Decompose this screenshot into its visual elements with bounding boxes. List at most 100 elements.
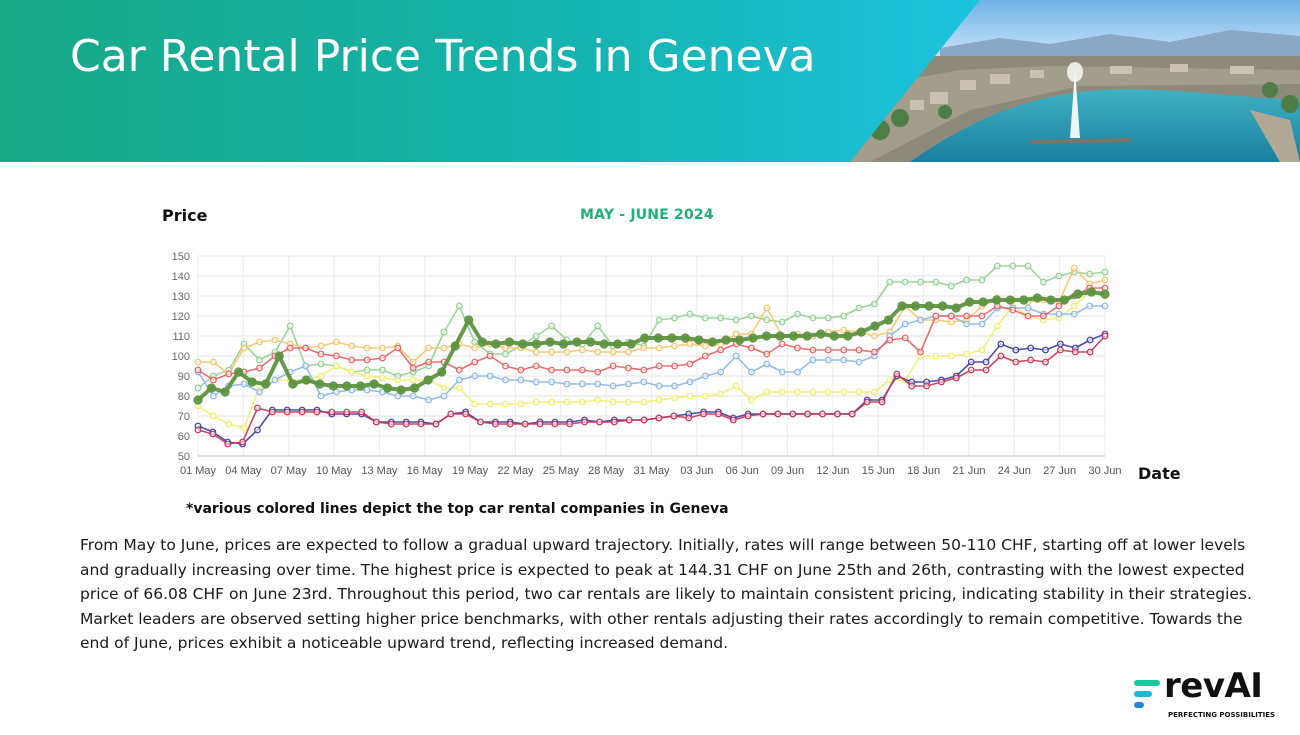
series-point — [978, 320, 986, 328]
series-point — [594, 368, 602, 376]
series-point — [210, 376, 217, 384]
series-point — [1073, 289, 1083, 299]
series-point — [609, 398, 617, 406]
series-point — [382, 383, 393, 393]
series-point — [748, 368, 755, 376]
chart-note: *various colored lines depict the top ca… — [186, 501, 729, 517]
series-point — [536, 420, 544, 428]
series-point — [744, 412, 752, 420]
series-point — [240, 424, 248, 432]
series-point — [363, 366, 371, 374]
series-point — [855, 304, 863, 312]
series-point — [328, 408, 336, 416]
series-point — [256, 356, 263, 364]
series-point — [671, 394, 678, 402]
series-point — [425, 344, 433, 352]
y-tick-label: 110 — [172, 331, 190, 343]
series-point — [655, 316, 663, 324]
series-point — [992, 295, 1002, 305]
series-point — [717, 314, 725, 322]
series-point — [871, 348, 878, 356]
series-point — [717, 346, 725, 354]
series-point — [625, 416, 633, 424]
series-point — [274, 351, 284, 361]
series-point — [455, 302, 463, 310]
series-point — [655, 396, 663, 404]
series-point — [548, 348, 556, 356]
series-point — [901, 320, 909, 328]
series-point — [596, 418, 603, 426]
series-point — [1055, 302, 1063, 310]
series-point — [732, 382, 740, 390]
series-point — [1012, 358, 1020, 366]
series-point — [938, 378, 945, 386]
series-point — [1027, 356, 1035, 364]
series-point — [425, 396, 433, 404]
series-point — [794, 368, 801, 376]
series-point — [194, 384, 202, 392]
series-point — [840, 312, 848, 320]
series-point — [734, 335, 745, 345]
series-point — [517, 366, 525, 374]
series-point — [578, 380, 586, 388]
series-point — [609, 348, 617, 356]
series-point — [1101, 332, 1109, 340]
series-point — [517, 376, 525, 384]
y-tick-label: 100 — [172, 351, 190, 363]
series-point — [686, 340, 694, 348]
series-point — [1042, 346, 1049, 354]
series-point — [997, 340, 1005, 348]
series-point — [594, 322, 602, 330]
series-point — [897, 301, 907, 311]
series-point — [686, 392, 694, 400]
series-point — [379, 366, 386, 374]
series-point — [625, 380, 632, 388]
series-point — [924, 301, 934, 311]
series-point — [778, 318, 786, 326]
series-point — [464, 315, 474, 325]
series-point — [313, 408, 321, 416]
series-point — [701, 352, 709, 360]
series-point — [286, 322, 294, 330]
series-point — [809, 388, 817, 396]
series-point — [432, 420, 440, 428]
x-tick-label: 12 Jun — [816, 465, 849, 477]
series-point — [886, 278, 894, 286]
series-point — [409, 392, 417, 400]
series-point — [671, 314, 678, 322]
series-point — [994, 262, 1001, 270]
x-tick-label: 07 May — [271, 465, 308, 477]
series-point — [209, 430, 217, 438]
series-point — [477, 418, 484, 426]
series-point — [551, 420, 559, 428]
series-point — [1019, 295, 1029, 305]
series-point — [952, 374, 960, 382]
series-point — [532, 398, 540, 406]
series-point — [671, 362, 678, 370]
series-point — [640, 344, 648, 352]
y-axis-label: Price — [162, 206, 208, 225]
y-tick-label: 50 — [178, 451, 190, 463]
series-point — [856, 327, 866, 337]
series-point — [886, 376, 894, 384]
series-point — [908, 382, 916, 390]
series-point — [721, 335, 731, 345]
series-point — [409, 364, 417, 372]
series-point — [671, 342, 678, 350]
series-point — [840, 326, 848, 334]
series-point — [1070, 310, 1078, 318]
series-point — [1027, 344, 1035, 352]
x-tick-label: 25 May — [543, 465, 580, 477]
series-point — [809, 356, 817, 364]
series-point — [1086, 336, 1094, 344]
series-point — [843, 331, 853, 341]
series-point — [1024, 304, 1032, 312]
series-point — [363, 372, 371, 380]
x-tick-label: 30 Jun — [1088, 465, 1121, 477]
series-point — [548, 366, 556, 374]
y-tick-label: 60 — [178, 431, 190, 443]
series-point — [558, 339, 569, 349]
series-point — [763, 316, 771, 324]
series-point — [594, 348, 602, 356]
series-point — [640, 378, 648, 386]
